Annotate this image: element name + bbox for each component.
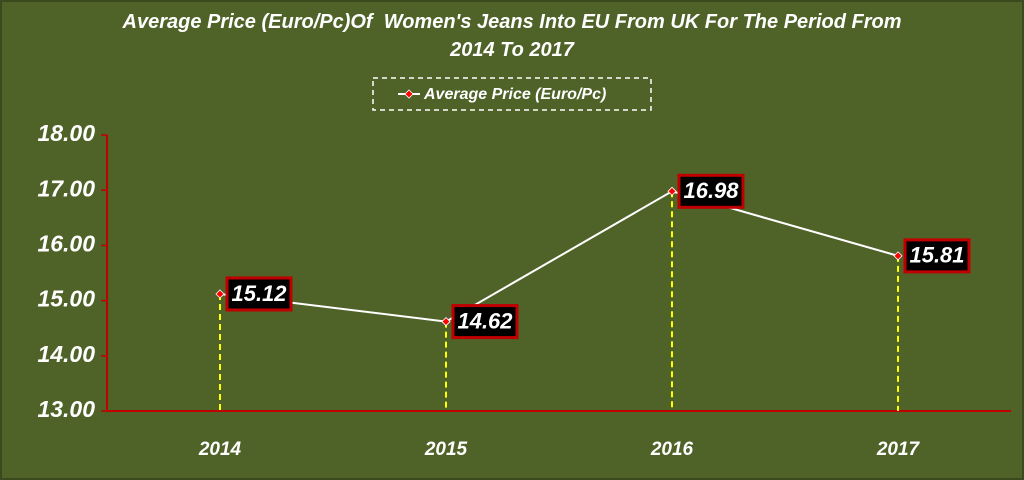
data-point <box>893 251 903 261</box>
y-tick-label: 17.00 <box>37 175 95 201</box>
x-tick-label: 2014 <box>198 439 242 460</box>
data-label: 14.62 <box>457 308 513 333</box>
legend-box <box>372 77 652 111</box>
chart-title: Average Price (Euro/Pc)Of Women's Jeans … <box>122 11 908 61</box>
data-point <box>215 289 225 299</box>
y-tick-label: 18.00 <box>37 120 95 146</box>
data-label-box <box>451 304 519 340</box>
x-tick-label: 2015 <box>424 439 468 460</box>
y-tick-label: 14.00 <box>37 341 95 367</box>
data-label-box <box>225 276 293 312</box>
data-label: 16.98 <box>683 178 739 203</box>
data-label-box <box>903 238 971 274</box>
data-point <box>441 317 451 327</box>
data-point <box>667 186 677 196</box>
data-label-box <box>677 173 745 209</box>
legend-marker <box>404 89 414 99</box>
data-line <box>219 190 899 323</box>
y-tick-label: 16.00 <box>37 230 95 256</box>
y-tick-label: 13.00 <box>37 396 95 422</box>
x-tick-label: 2016 <box>650 439 694 460</box>
x-tick-label: 2017 <box>876 439 921 460</box>
data-label: 15.12 <box>231 281 287 306</box>
legend-label: Average Price (Euro/Pc) <box>423 86 606 103</box>
data-label: 15.81 <box>909 243 964 268</box>
y-tick-label: 15.00 <box>37 286 95 312</box>
